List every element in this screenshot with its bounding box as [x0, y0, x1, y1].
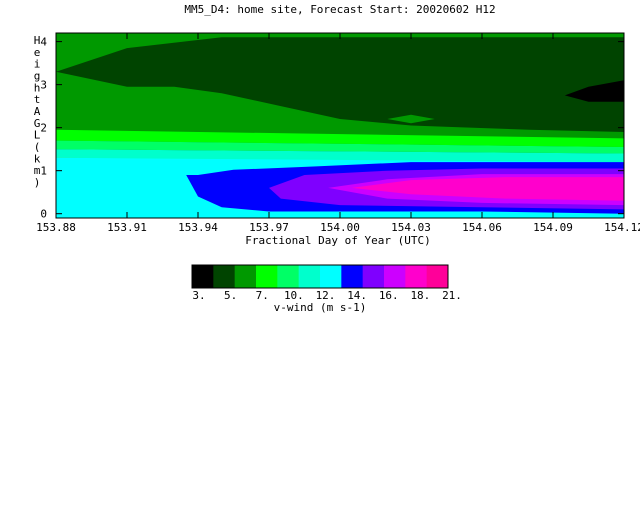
colorbar-tick-label: 14. [347, 289, 367, 302]
colorbar-swatch [426, 265, 449, 288]
y-axis-label-char: H [34, 34, 41, 47]
x-axis-label: Fractional Day of Year (UTC) [245, 234, 430, 247]
colorbar: 3. 5. 7. 10. 12. 14. 16. 18. 21. [191, 264, 462, 302]
colorbar-swatch [298, 265, 321, 288]
y-axis-label-char: i [34, 58, 41, 71]
y-axis-label-char: h [34, 81, 41, 94]
colorbar-swatch [277, 265, 300, 288]
x-tick-label: 154.06 [462, 221, 502, 234]
colorbar-swatch [213, 265, 236, 288]
y-axis-label-char: g [34, 70, 41, 83]
colorbar-tick-label: 12. [316, 289, 336, 302]
y-axis-label-char: G [34, 117, 41, 130]
x-tick-label: 154.09 [533, 221, 573, 234]
y-axis-label-char: L [34, 129, 41, 142]
colorbar-swatch [192, 265, 214, 288]
colorbar-tick-label: 7. [256, 289, 269, 302]
colorbar-label: v-wind (m s-1) [274, 301, 367, 314]
y-tick-label: 3 [40, 79, 47, 92]
y-axis-label-char: t [34, 93, 41, 106]
y-axis-label-char: ( [34, 141, 41, 154]
colorbar-swatch [256, 265, 278, 288]
y-axis-label-char: A [34, 105, 41, 118]
colorbar-swatch [234, 265, 257, 288]
colorbar-swatch [341, 265, 364, 288]
colorbar-tick-label: 10. [284, 289, 304, 302]
y-tick-label: 0 [40, 208, 47, 221]
colorbar-swatch [320, 265, 342, 288]
colorbar-tick-label: 5. [224, 289, 237, 302]
chart-title: MM5_D4: home site, Forecast Start: 20020… [184, 3, 495, 16]
contour-inner-pocket [387, 114, 435, 124]
colorbar-tick-label: 21. [442, 289, 462, 302]
contour-pink-zone [351, 177, 624, 201]
y-axis-label-char: ) [34, 176, 41, 189]
plot-area: 153.88 153.91 153.94 153.97 154.00 154.03 154.… [36, 32, 640, 234]
y-tick-label: 4 [40, 36, 47, 49]
contour-band-10 [56, 129, 624, 147]
x-tick-label: 153.97 [249, 221, 289, 234]
contour-black-core [564, 80, 624, 102]
colorbar-tick-label: 18. [410, 289, 430, 302]
x-tick-label: 153.94 [178, 221, 218, 234]
contour-band-12 [56, 140, 624, 154]
colorbar-swatch [362, 265, 385, 288]
y-axis-label-char: e [34, 46, 41, 59]
y-axis-label-char: k [34, 152, 41, 165]
x-tick-label: 154.12 [604, 221, 640, 234]
y-axis-label-char: m [34, 164, 41, 177]
colorbar-tick-label: 16. [379, 289, 399, 302]
y-tick-label: 2 [40, 122, 47, 135]
x-tick-label: 154.00 [320, 221, 360, 234]
x-tick-label: 153.88 [36, 221, 76, 234]
colorbar-swatch [405, 265, 428, 288]
contour-band-13 [56, 149, 624, 163]
colorbar-tick-label: 3. [192, 289, 205, 302]
colorbar-frame [191, 264, 449, 289]
x-tick-label: 154.03 [391, 221, 431, 234]
colorbar-swatch [384, 265, 406, 288]
y-tick-label: 1 [40, 165, 47, 178]
contour-dark-green-core [56, 37, 624, 132]
x-tick-label: 153.91 [107, 221, 147, 234]
